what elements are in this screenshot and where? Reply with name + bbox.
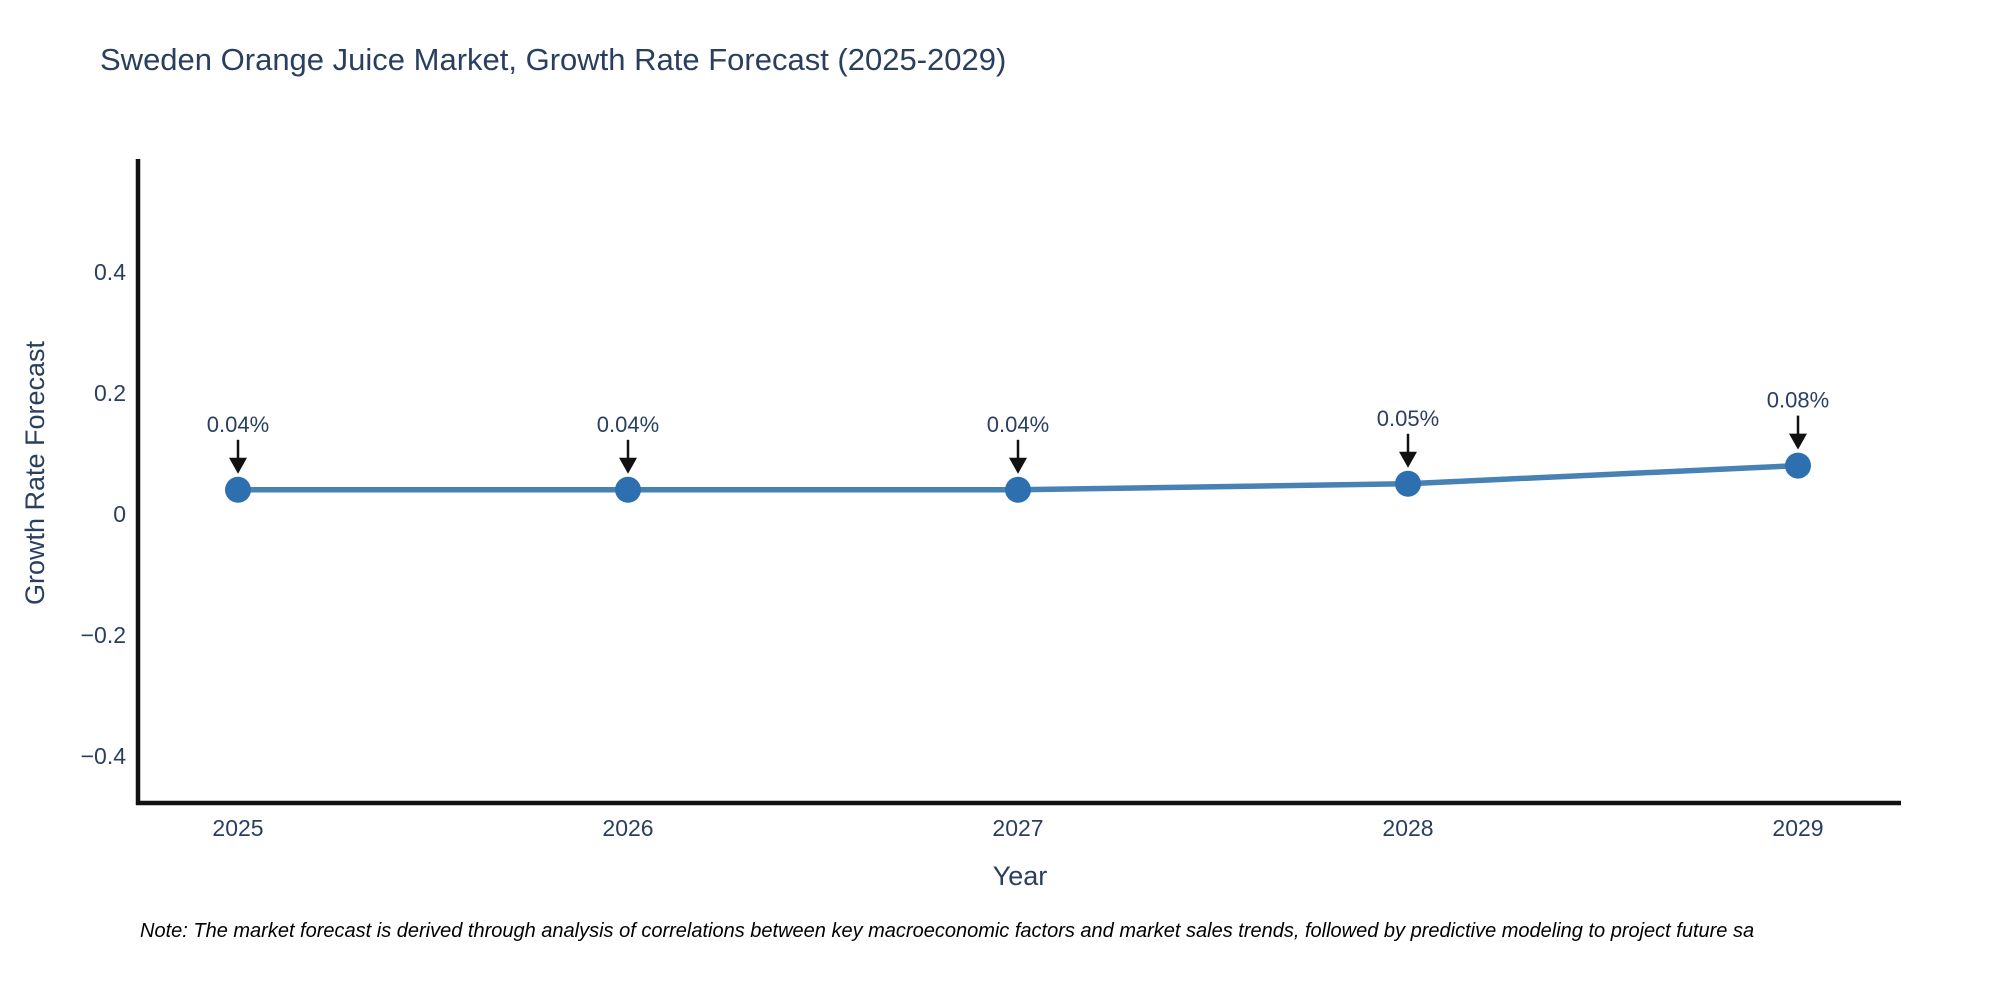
y-tick-label: −0.4 [81,743,127,769]
data-point-marker [225,476,251,503]
annotation-arrowhead-icon [229,457,247,474]
data-point-marker [1785,452,1811,479]
annotation-arrowhead-icon [619,457,637,474]
y-tick-label: 0 [113,501,126,527]
annotation-arrowhead-icon [1399,451,1417,468]
y-tick-label: −0.2 [81,622,126,648]
y-tick-label: 0.2 [94,380,126,406]
data-point-label: 0.04% [597,412,659,437]
annotation-arrowhead-icon [1789,433,1807,450]
footnote: Note: The market forecast is derived thr… [140,920,1755,942]
data-point-label: 0.04% [207,412,269,437]
y-axis-title: Growth Rate Forecast [20,340,50,605]
x-tick-label: 2025 [212,815,263,841]
x-tick-label: 2027 [992,815,1043,841]
data-point-label: 0.04% [987,412,1049,437]
x-tick-label: 2029 [1772,815,1823,841]
data-point-marker [615,476,641,503]
data-point-marker [1005,476,1031,503]
x-axis-title: Year [993,861,1048,891]
data-point-label: 0.08% [1767,388,1829,413]
annotation-arrowhead-icon [1009,457,1027,474]
chart-title: Sweden Orange Juice Market, Growth Rate … [100,42,1007,77]
plot-area: 0.4 0.2 0 −0.2 −0.4 2025 2026 2027 2028 2029 0.04%… [81,259,1830,841]
data-point-marker [1395,470,1421,497]
x-tick-label: 2028 [1382,815,1433,841]
x-tick-label: 2026 [602,815,653,841]
y-tick-label: 0.4 [94,259,126,285]
data-point-label: 0.05% [1377,406,1439,431]
